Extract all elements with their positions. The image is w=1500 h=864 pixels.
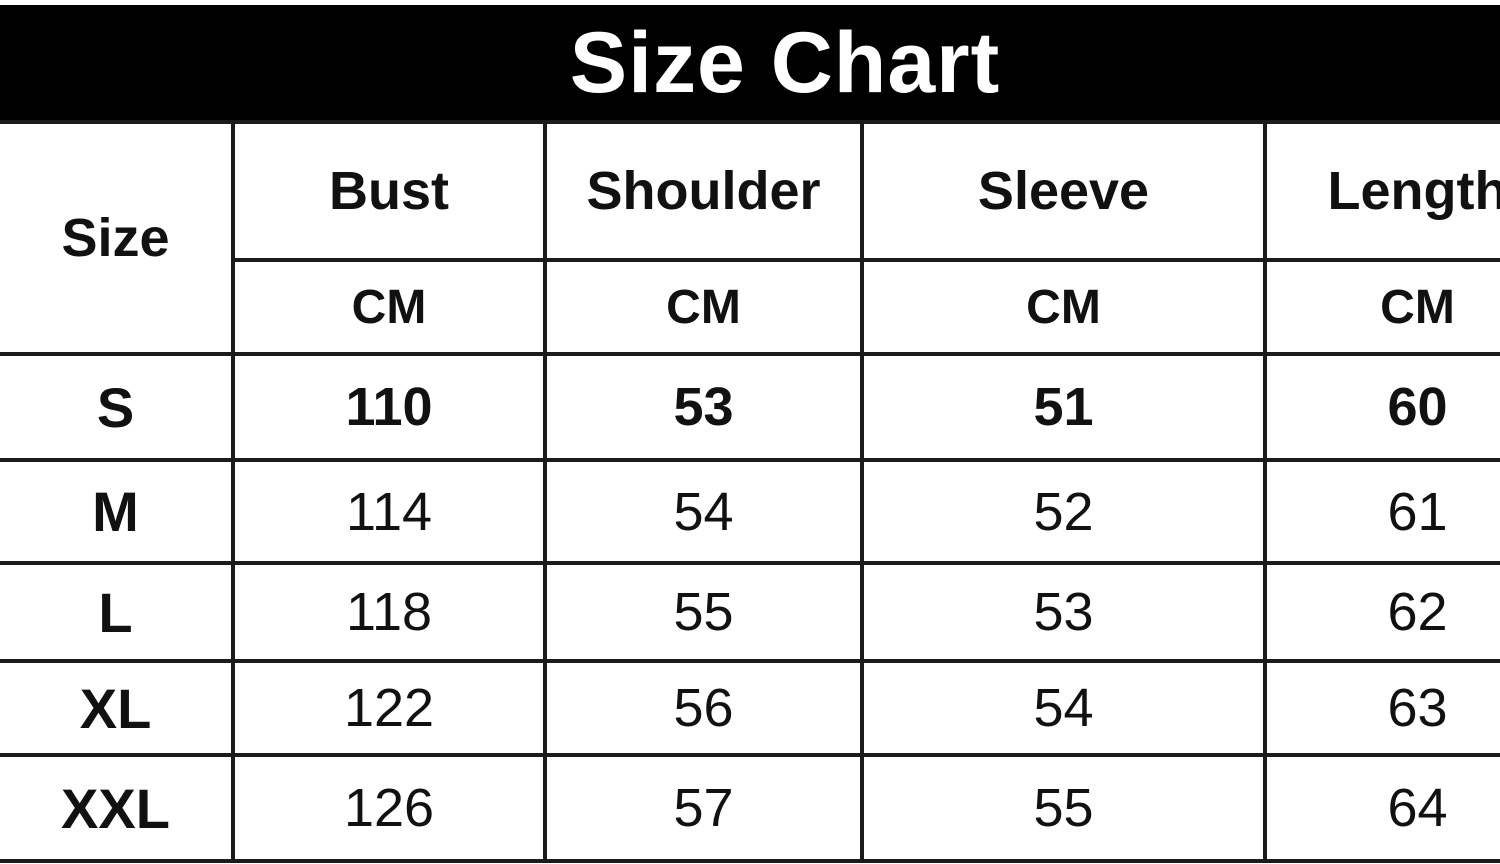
header-row-measurements: Size Bust Shoulder Sleeve Length <box>0 120 1500 356</box>
column-header-sleeve: Sleeve <box>860 120 1267 262</box>
unit-cell-bust: CM <box>233 258 547 356</box>
header-row-units: CM CM CM CM <box>0 258 1500 356</box>
title-banner: Size Chart <box>0 5 1500 120</box>
cell-l-length: 62 <box>1263 561 1500 663</box>
top-margin <box>0 0 1500 5</box>
column-header-bust: Bust <box>231 120 547 262</box>
cell-l-sleeve: 53 <box>860 561 1267 663</box>
cell-l-shoulder: 55 <box>543 561 864 663</box>
size-label-l: L <box>0 561 235 663</box>
table-row-l: L 118 55 53 62 <box>0 561 1500 663</box>
cell-s-length: 60 <box>1263 352 1500 462</box>
unit-cell-sleeve: CM <box>860 258 1267 356</box>
column-header-shoulder: Shoulder <box>543 120 864 262</box>
cell-xl-bust: 122 <box>231 659 547 757</box>
size-label-s: S <box>0 352 235 462</box>
cell-xxl-length: 64 <box>1263 753 1500 863</box>
cell-s-bust: 110 <box>231 352 547 462</box>
cell-xxl-bust: 126 <box>231 753 547 863</box>
cell-m-length: 61 <box>1263 458 1500 565</box>
cell-xxl-shoulder: 57 <box>543 753 864 863</box>
cell-m-sleeve: 52 <box>860 458 1267 565</box>
cell-s-shoulder: 53 <box>543 352 864 462</box>
cell-xl-shoulder: 56 <box>543 659 864 757</box>
size-label-xl: XL <box>0 659 235 757</box>
unit-cell-length: CM <box>1263 258 1500 356</box>
cell-l-bust: 118 <box>231 561 547 663</box>
cell-xl-sleeve: 54 <box>860 659 1267 757</box>
column-header-size: Size <box>0 120 235 356</box>
table-row-s: S 110 53 51 60 <box>0 352 1500 462</box>
table-row-m: M 114 54 52 61 <box>0 458 1500 565</box>
unit-cell-shoulder: CM <box>543 258 864 356</box>
cell-xl-length: 63 <box>1263 659 1500 757</box>
cell-s-sleeve: 51 <box>860 352 1267 462</box>
column-header-length: Length <box>1263 120 1500 262</box>
page-title: Size Chart <box>569 14 1001 111</box>
size-label-xxl: XXL <box>0 753 235 863</box>
cell-m-shoulder: 54 <box>543 458 864 565</box>
cell-xxl-sleeve: 55 <box>860 753 1267 863</box>
size-label-m: M <box>0 458 235 565</box>
table-row-xxl: XXL 126 57 55 64 <box>0 753 1500 863</box>
cell-m-bust: 114 <box>231 458 547 565</box>
size-chart-table: Size Bust Shoulder Sleeve Length CM CM C… <box>0 120 1500 863</box>
table-row-xl: XL 122 56 54 63 <box>0 659 1500 757</box>
